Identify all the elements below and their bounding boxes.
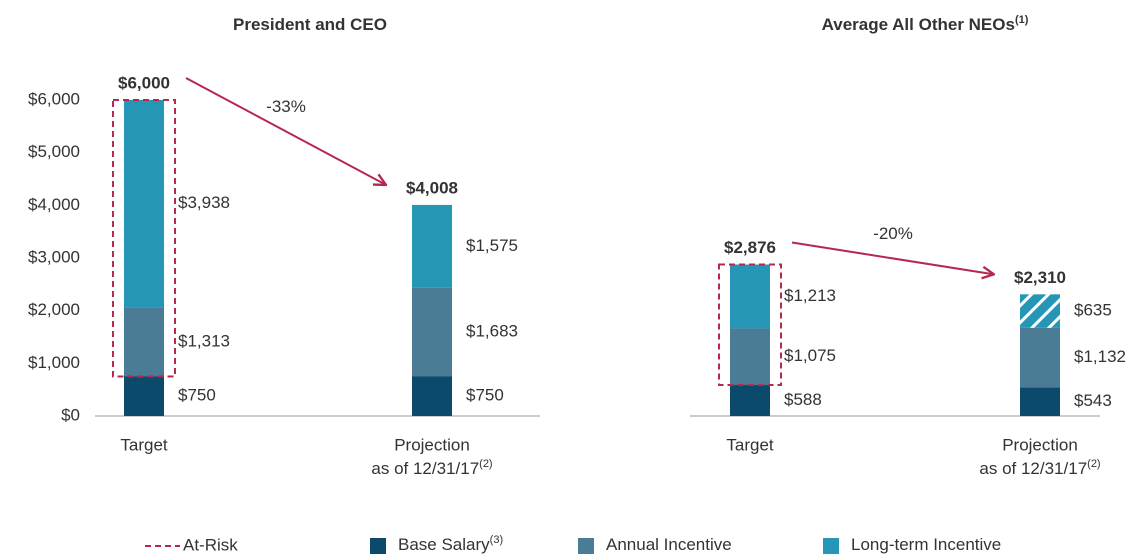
legend-label: At-Risk [183,535,238,554]
legend-name: Long-term Incentive [851,535,1001,554]
total-label: $4,008 [406,178,458,197]
y-tick-label: $5,000 [28,142,80,161]
y-tick-label: $3,000 [28,247,80,266]
value-label: $1,132 [1074,347,1126,366]
bar-segment [730,328,770,386]
legend-label: Long-term Incentive [851,535,1001,554]
sublabel-text: as of 12/31/17 [371,459,479,478]
bar-segment [1020,387,1060,416]
value-label: $1,575 [466,236,518,255]
total-label: $2,876 [724,238,776,257]
legend-name: Base Salary [398,535,490,554]
y-tick-label: $4,000 [28,195,80,214]
x-tick-sublabel: as of 12/31/17(2) [979,458,1100,479]
at-risk-box [112,99,176,378]
bar-segment [124,99,164,308]
value-label: $1,313 [178,331,230,350]
value-label: $588 [784,390,822,409]
value-label: $750 [466,386,504,405]
x-tick-label: Projection [1002,435,1078,454]
x-tick-sublabel: as of 12/31/17(2) [371,458,492,479]
legend-swatch [578,538,594,554]
bar-segment [412,204,452,288]
bar-segment [412,376,452,416]
value-label: $1,213 [784,286,836,305]
bar-segment [124,376,164,416]
value-label: $543 [1074,391,1112,410]
legend-name: Annual Incentive [606,535,732,554]
bar-segment [124,307,164,377]
x-tick-label: Target [120,435,168,454]
sublabel-note: (2) [1087,458,1100,470]
value-label: $1,075 [784,346,836,365]
chart-title: President and CEO [233,15,387,34]
title-text: Average All Other NEOs [822,15,1015,34]
y-tick-label: $2,000 [28,300,80,319]
change-arrow [791,241,994,275]
bar-segment [1020,327,1060,388]
change-label: -20% [873,224,913,243]
bar-segment [730,264,770,329]
y-tick-label: $1,000 [28,353,80,372]
value-label: $750 [178,386,216,405]
legend-swatch [370,538,386,554]
sublabel-text: as of 12/31/17 [979,459,1087,478]
value-label: $635 [1074,301,1112,320]
legend-swatch [823,538,839,554]
bar-segment [412,287,452,377]
change-arrow [185,77,386,185]
x-tick-label: Target [726,435,774,454]
chart-title: Average All Other NEOs(1) [822,14,1029,35]
bar-segment [730,385,770,416]
y-tick-label: $6,000 [28,89,80,108]
total-label: $2,310 [1014,268,1066,287]
title-text: President and CEO [233,15,387,34]
bar-segment [1020,294,1060,328]
at-risk-box [718,263,782,387]
legend-label: Annual Incentive [606,535,732,554]
change-label: -33% [266,97,306,116]
total-label: $6,000 [118,73,170,92]
sublabel-note: (2) [479,458,492,470]
y-tick-label: $0 [61,405,80,424]
value-label: $1,683 [466,322,518,341]
x-tick-label: Projection [394,435,470,454]
legend-label: Base Salary(3) [398,534,503,554]
title-note: (1) [1015,14,1029,26]
value-label: $3,938 [178,193,230,212]
legend-note: (3) [490,534,503,546]
